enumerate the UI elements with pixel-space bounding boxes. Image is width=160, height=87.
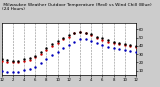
Text: Milwaukee Weather Outdoor Temperature (Red) vs Wind Chill (Blue) (24 Hours): Milwaukee Weather Outdoor Temperature (R…: [2, 3, 151, 11]
